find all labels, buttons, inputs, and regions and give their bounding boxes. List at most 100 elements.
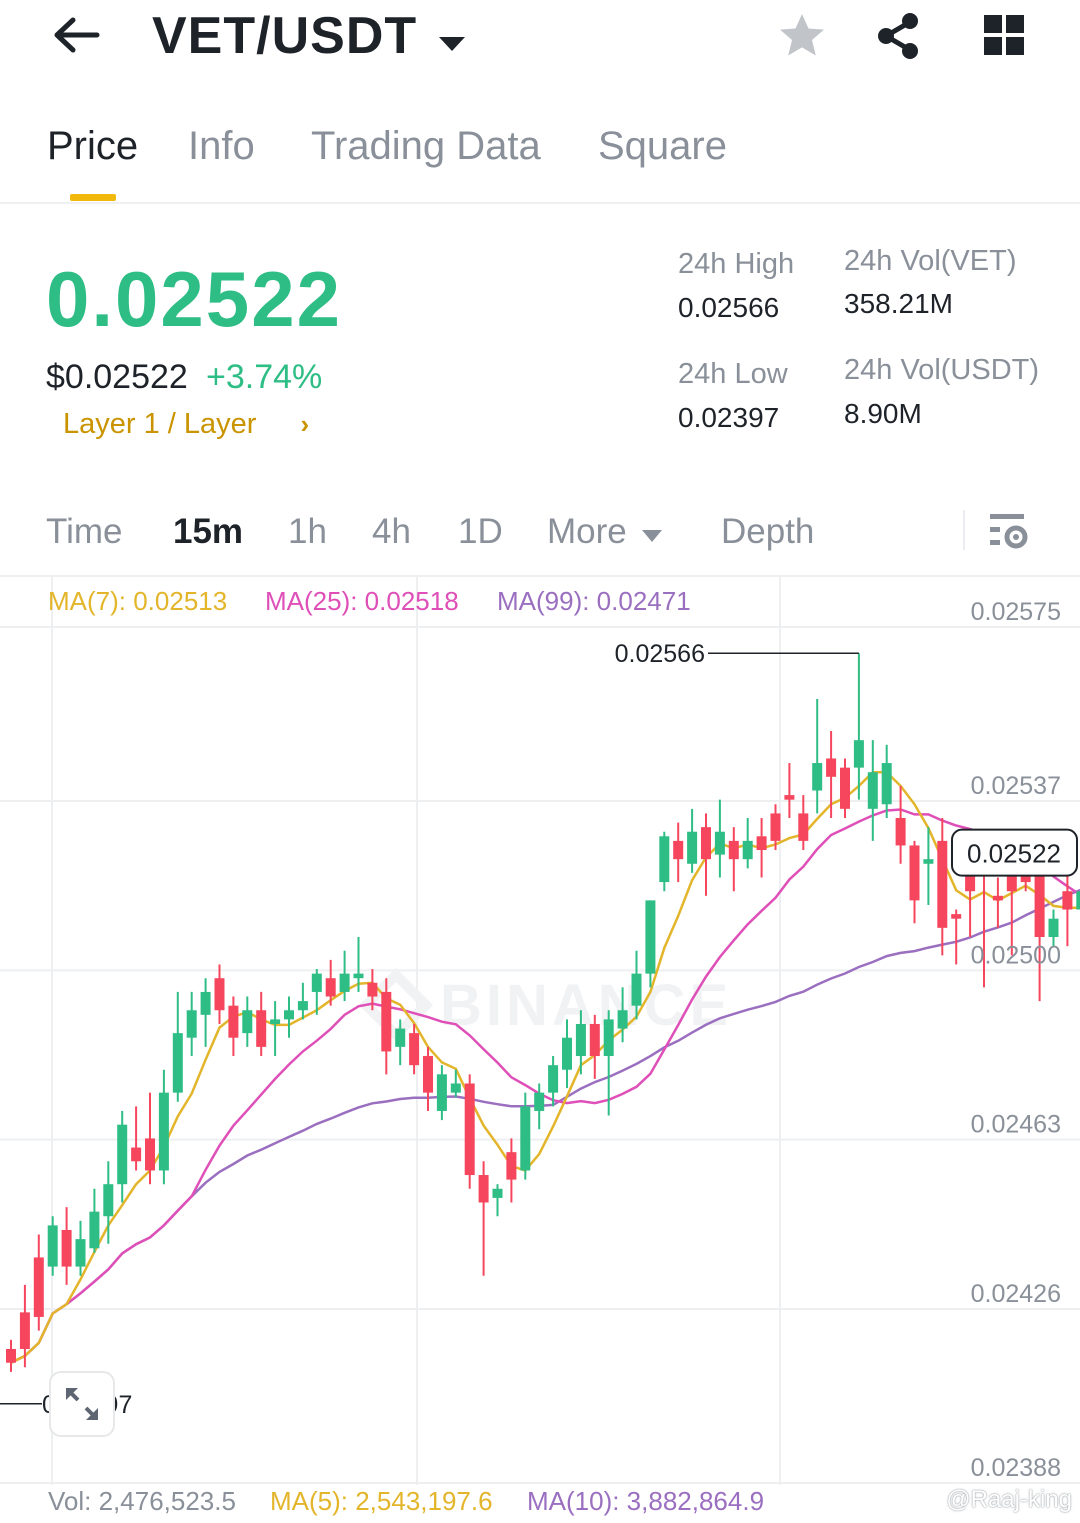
usd-price: $0.02522 [46, 358, 188, 396]
back-button[interactable] [48, 10, 104, 60]
candle-body [923, 859, 934, 864]
interval-more[interactable]: More [547, 512, 663, 552]
low-value: 0.02397 [678, 402, 780, 433]
candle-body [172, 1033, 183, 1093]
tab-info[interactable]: Info [188, 124, 255, 168]
candle-body [840, 767, 850, 809]
candle-body [270, 1019, 281, 1024]
candle-body [1006, 872, 1017, 892]
fullscreen-button[interactable] [49, 1371, 115, 1437]
ma25-label: MA(25): 0.02518 [265, 586, 459, 616]
candle-body [659, 836, 670, 883]
high-marker-label: 0.02566 [615, 640, 705, 668]
chart-settings-button[interactable] [985, 508, 1031, 554]
interval-divider [0, 575, 1080, 577]
candle-body [784, 795, 795, 800]
candle-body [770, 813, 781, 841]
candle-body [506, 1152, 517, 1180]
ma7-label: MA(7): 0.02513 [48, 586, 228, 616]
vol-base-label: 24h Vol(VET) [844, 245, 1017, 277]
vol-quote-label: 24h Vol(USDT) [844, 354, 1040, 386]
candle-body [992, 895, 1003, 901]
favorite-button[interactable] [776, 10, 832, 62]
vol-ma5-label: MA(5): 2,543,197.6 [270, 1486, 493, 1516]
tab-price[interactable]: Price [47, 124, 139, 168]
candle-body [645, 900, 656, 974]
candle-body [367, 982, 378, 997]
candle-body [965, 863, 976, 892]
active-tab-indicator [70, 194, 116, 201]
menu-grid-button[interactable] [978, 10, 1034, 62]
high-value: 0.02566 [678, 292, 780, 323]
more-label: More [547, 512, 627, 551]
candle-body [603, 1019, 614, 1057]
candle-body [228, 1005, 239, 1038]
chevron-right-icon: › [300, 409, 310, 439]
pair-title: VET/USDT [152, 7, 418, 65]
ma25-line [10, 808, 1080, 1364]
star-icon [780, 14, 824, 56]
last-price: 0.02522 [46, 255, 342, 343]
candle-body [103, 1184, 114, 1217]
candle-body [548, 1065, 559, 1093]
candle-body [158, 1092, 169, 1171]
candle-body [325, 978, 336, 997]
candle-body [617, 1010, 628, 1029]
share-button[interactable] [872, 10, 928, 62]
y-tick-label: 0.02388 [971, 1454, 1061, 1482]
candle-body [575, 1023, 586, 1057]
interval-1h[interactable]: 1h [288, 512, 327, 551]
category-label: Layer 1 / Layer [63, 408, 257, 440]
candle-body [756, 836, 767, 851]
candle-body [117, 1124, 128, 1185]
candle-body [6, 1348, 16, 1363]
y-tick-label: 0.02426 [971, 1280, 1061, 1308]
pair-selector[interactable]: VET/USDT [152, 6, 467, 66]
y-tick-label: 0.02575 [971, 598, 1061, 626]
candle-body [395, 1028, 406, 1047]
candle-body [75, 1239, 86, 1267]
user-watermark: @Raaj-king [946, 1486, 1072, 1513]
share-icon [878, 13, 918, 59]
candle-body [297, 1001, 308, 1011]
candle-body [798, 813, 809, 841]
candle-body [562, 1037, 572, 1070]
ma99-line [10, 888, 1080, 1364]
category-link[interactable]: Layer 1 / Layer › [63, 408, 309, 441]
interval-15m[interactable]: 15m [173, 512, 244, 551]
candle-body [423, 1056, 433, 1093]
vol-base-value: 358.21M [844, 288, 953, 319]
candle-body [728, 840, 739, 860]
tab-square[interactable]: Square [598, 124, 727, 168]
candle-body [881, 763, 892, 805]
y-tick-label: 0.02537 [971, 772, 1061, 800]
caret-down-icon [437, 6, 467, 66]
candle-body [89, 1211, 100, 1249]
candle-body [464, 1083, 475, 1176]
interval-4h[interactable]: 4h [372, 512, 411, 551]
candle-body [714, 831, 725, 855]
candle-body [520, 1106, 531, 1171]
volume-label: Vol: 2,476,523.5 [48, 1486, 236, 1516]
interval-depth[interactable]: Depth [721, 512, 815, 551]
candle-body [450, 1083, 461, 1093]
interval-1d[interactable]: 1D [458, 512, 503, 551]
interval-time[interactable]: Time [46, 512, 123, 551]
candle-body [1076, 891, 1080, 910]
candle-body [1062, 891, 1073, 910]
tab-trading-data[interactable]: Trading Data [311, 124, 541, 168]
candle-body [214, 978, 225, 1011]
grid-icon [984, 15, 1024, 55]
candle-body [186, 1010, 197, 1038]
candle-body [895, 817, 906, 846]
candle-body [812, 763, 823, 791]
candle-body [353, 973, 364, 979]
candle-body [242, 1010, 253, 1034]
candle-body [61, 1229, 72, 1267]
interval-separator [963, 510, 965, 550]
candle-body [534, 1092, 545, 1111]
candle-body [1048, 918, 1059, 938]
back-arrow-icon [54, 17, 100, 53]
low-label: 24h Low [678, 358, 788, 390]
